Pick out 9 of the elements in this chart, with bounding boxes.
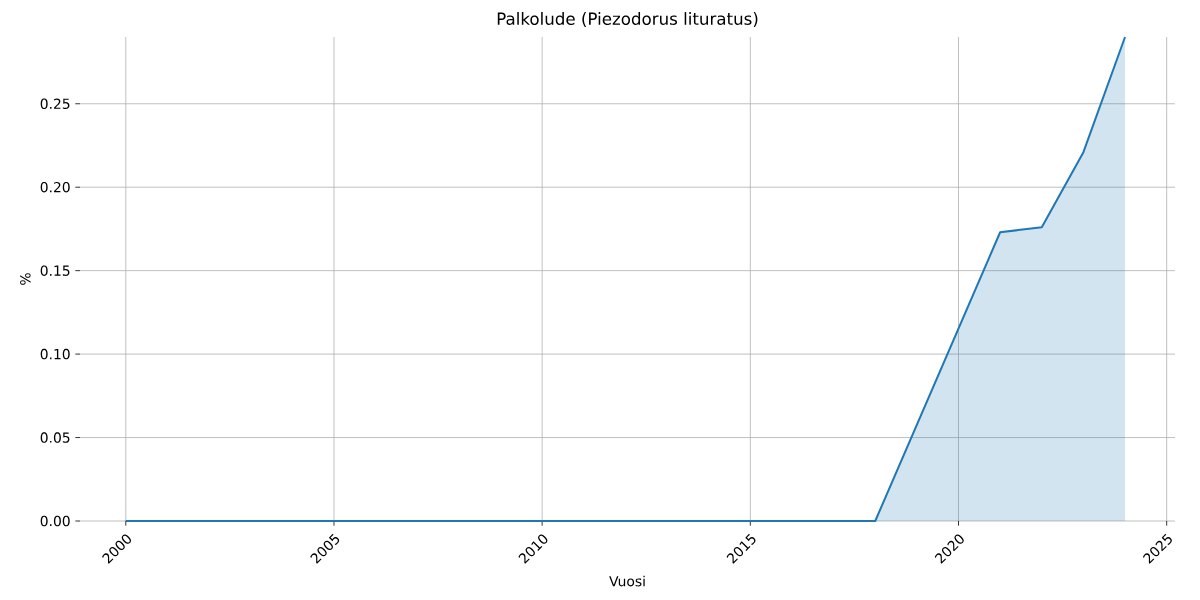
y-tick-label: 0.05 [40, 432, 70, 443]
y-tick-label: 0.25 [40, 98, 70, 109]
y-tick-label: 0.10 [40, 348, 70, 360]
y-axis-title: % [20, 273, 31, 285]
y-tick-label: 0.20 [40, 181, 70, 193]
x-axis-title: Vuosi [609, 575, 645, 587]
y-tick-label: 0.00 [40, 515, 70, 527]
y-tick-label: 0.15 [40, 265, 70, 276]
chart-title: Palkolude (Piezodorus lituratus) [497, 12, 758, 27]
